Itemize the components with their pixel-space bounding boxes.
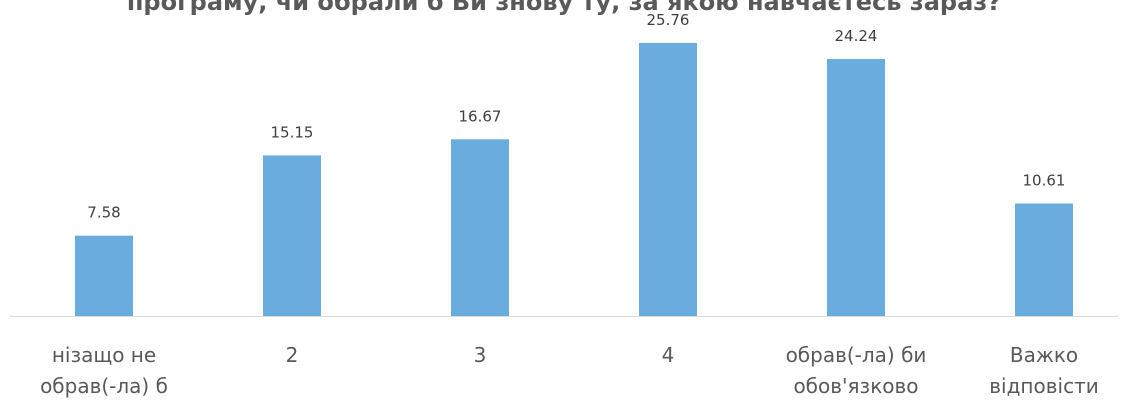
x-tick-label: 4 — [661, 343, 675, 367]
bar — [75, 235, 133, 316]
x-tick-label: 2 — [285, 343, 299, 367]
value-label: 7.58 — [87, 204, 120, 222]
x-tick-label: нізащо не обрав(-ла) б — [40, 343, 168, 398]
value-label: 15.15 — [271, 123, 314, 141]
value-label: 25.76 — [647, 11, 690, 29]
bar — [263, 155, 321, 316]
value-label: 24.24 — [835, 27, 878, 45]
x-tick-label: Важко відповісти — [989, 343, 1099, 398]
x-tick-label: обрав(-ла) би обов'язково — [785, 343, 927, 398]
bar — [1015, 203, 1073, 316]
bar — [639, 42, 697, 316]
bar — [827, 59, 885, 316]
bar — [451, 139, 509, 316]
chart-title: програму, чи обрали б Ви знову ту, за як… — [126, 0, 1002, 16]
value-label: 16.67 — [459, 107, 502, 125]
value-label: 10.61 — [1023, 172, 1066, 190]
x-tick-label: 3 — [473, 343, 487, 367]
